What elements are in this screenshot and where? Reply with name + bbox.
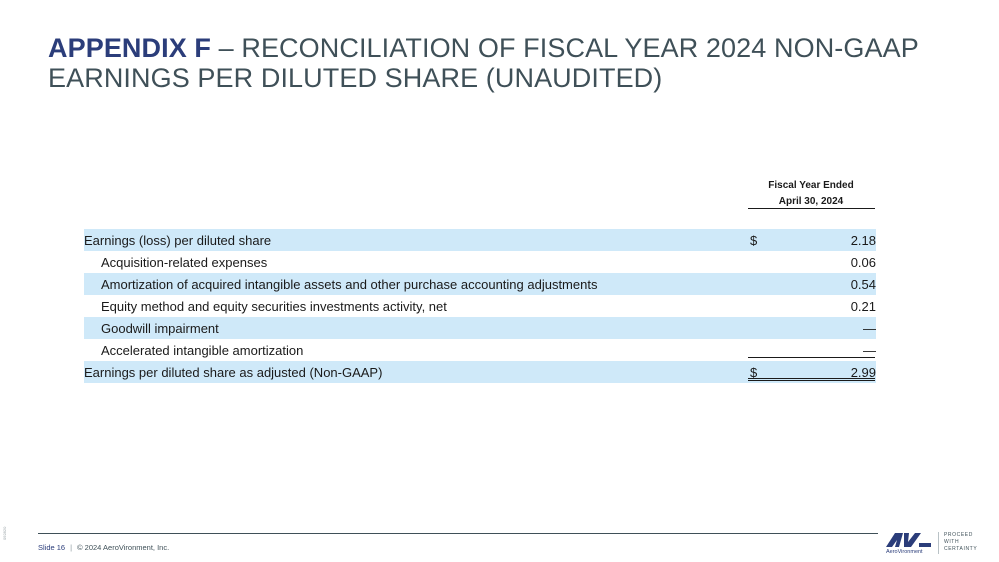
table-row: Goodwill impairment — <box>84 317 876 339</box>
tagline-line2: WITH <box>944 539 960 545</box>
logo-brand-name: AeroVironment <box>886 549 923 555</box>
row-label: Goodwill impairment <box>84 317 750 339</box>
row-label: Amortization of acquired intangible asse… <box>84 273 750 295</box>
table-row: Acquisition-related expenses 0.06 <box>84 251 876 273</box>
footer: Slide 16 | © 2024 AeroVironment, Inc. <box>38 543 169 552</box>
total-double-rule-bottom <box>748 380 875 381</box>
table-row: Equity method and equity securities inve… <box>84 295 876 317</box>
footer-separator: | <box>70 543 73 552</box>
slide-number: Slide 16 <box>38 543 66 552</box>
row-currency: $ <box>750 229 776 251</box>
tagline-line3: CERTAINTY <box>944 546 978 552</box>
row-currency <box>750 273 776 295</box>
column-header-line1: Fiscal Year Ended <box>768 180 854 191</box>
row-label: Acquisition-related expenses <box>101 254 268 270</box>
row-label: Equity method and equity securities inve… <box>101 298 447 314</box>
row-currency <box>750 295 776 317</box>
table-row-total: Earnings per diluted share as adjusted (… <box>84 361 876 383</box>
reconciliation-table: Earnings (loss) per diluted share $ 2.18… <box>84 229 876 383</box>
table-row: Accelerated intangible amortization — <box>84 339 876 361</box>
company-logo: AeroVironment PROCEED WITH CERTAINTY <box>886 530 996 556</box>
av-logo-icon <box>886 533 931 547</box>
copyright-text: © 2024 AeroVironment, Inc. <box>77 543 170 552</box>
title-appendix-label: APPENDIX F <box>48 33 212 63</box>
row-value: 2.18 <box>776 229 876 251</box>
row-value: — <box>863 342 876 358</box>
row-value: 0.21 <box>850 298 876 314</box>
logo-divider <box>938 532 939 554</box>
row-value: 2.99 <box>776 361 876 383</box>
title-text: – RECONCILIATION OF FISCAL YEAR 2024 NON… <box>48 33 919 93</box>
column-header-line2: April 30, 2024 <box>778 196 844 207</box>
column-header-rule <box>748 208 875 209</box>
footer-rule <box>38 533 878 534</box>
slide-title: APPENDIX F – RECONCILIATION OF FISCAL YE… <box>48 33 968 93</box>
tagline-line1: PROCEED <box>944 532 973 538</box>
row-label: Earnings (loss) per diluted share <box>84 229 750 251</box>
row-currency <box>750 251 776 273</box>
table-row: Amortization of acquired intangible asse… <box>84 273 876 295</box>
row-value: 0.06 <box>850 254 876 270</box>
document-code: 092820 <box>2 526 7 540</box>
row-value: 0.54 <box>776 273 876 295</box>
row-currency <box>750 317 776 339</box>
row-label: Earnings per diluted share as adjusted (… <box>84 361 750 383</box>
row-currency: $ <box>750 361 776 383</box>
total-double-rule-top <box>748 378 875 379</box>
table-row: Earnings (loss) per diluted share $ 2.18 <box>84 229 876 251</box>
row-value: — <box>776 317 876 339</box>
row-label: Accelerated intangible amortization <box>101 342 304 358</box>
logo-tagline: PROCEED WITH CERTAINTY <box>944 532 977 553</box>
subtotal-rule <box>748 357 875 358</box>
